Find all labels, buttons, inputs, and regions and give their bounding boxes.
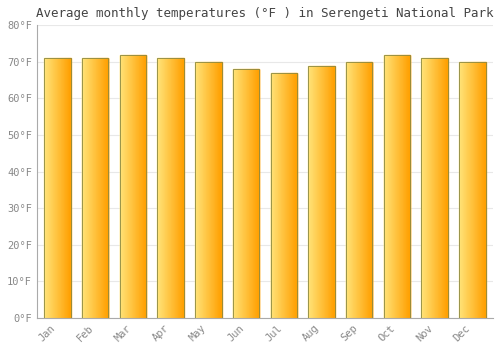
Bar (82, 58, 108, 318)
Bar (308, 65, 334, 318)
Title: Average monthly temperatures (°F ) in Serengeti National Park: Average monthly temperatures (°F ) in Se… (36, 7, 494, 20)
Bar (120, 55, 146, 318)
Bar (384, 55, 410, 318)
Bar (422, 58, 448, 318)
Bar (44, 58, 70, 318)
Bar (459, 62, 485, 318)
Bar (158, 58, 184, 318)
Bar (233, 69, 260, 318)
Bar (270, 73, 297, 318)
Bar (195, 62, 222, 318)
Bar (346, 62, 372, 318)
